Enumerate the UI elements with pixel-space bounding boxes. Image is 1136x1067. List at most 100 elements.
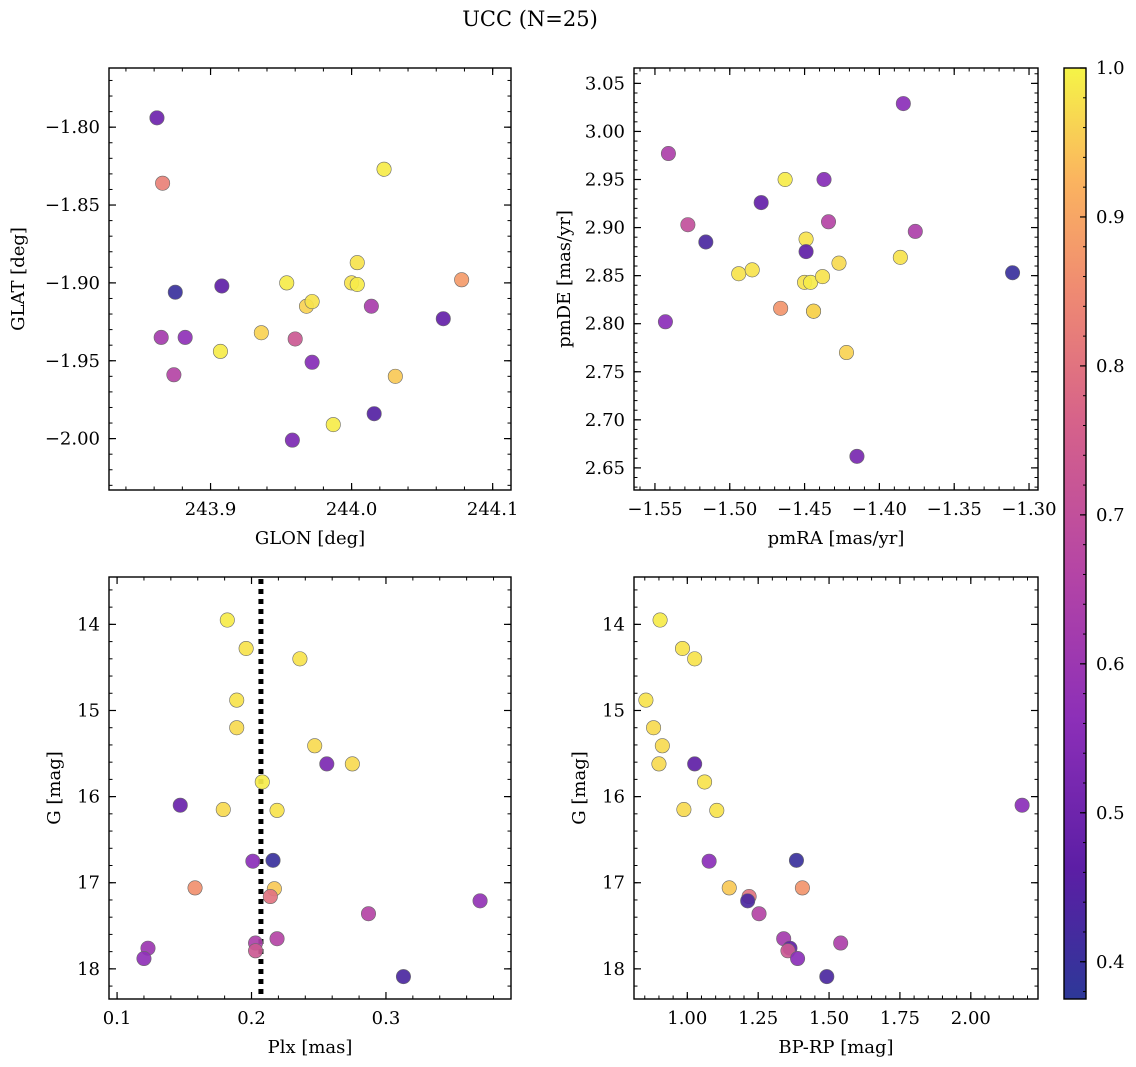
x-tick-label: 1.00 bbox=[667, 1008, 707, 1029]
x-tick-label: 1.75 bbox=[880, 1008, 920, 1029]
x-tick-label: 244.1 bbox=[467, 499, 519, 520]
y-tick-label: 2.95 bbox=[585, 170, 625, 191]
scatter-point bbox=[472, 893, 488, 909]
scatter-point bbox=[245, 853, 261, 869]
axes-frame bbox=[633, 576, 1039, 1000]
panel-pmra-pmde: −1.55 −1.50 −1.45 −1.40 −1.35 −1.30 2.65 2.70 2.… bbox=[554, 67, 1057, 549]
y-tick-label: 15 bbox=[602, 700, 625, 721]
scatter-points bbox=[657, 96, 1021, 464]
scatter-point bbox=[325, 417, 341, 433]
scatter-point bbox=[265, 852, 281, 868]
scatter-point bbox=[319, 756, 335, 772]
colorbar: 0.4 0.5 0.6 0.7 0.8 0.9 1.0 bbox=[1063, 58, 1125, 1000]
y-tick-label: 2.65 bbox=[585, 458, 625, 479]
scatter-point bbox=[307, 738, 323, 754]
scatter-point bbox=[229, 692, 245, 708]
scatter-point bbox=[153, 329, 169, 345]
scatter-point bbox=[435, 311, 451, 327]
scatter-point bbox=[387, 368, 403, 384]
scatter-point bbox=[701, 853, 717, 869]
scatter-point bbox=[172, 797, 188, 813]
y-tick-label: 3.05 bbox=[585, 73, 625, 94]
scatter-point bbox=[646, 720, 662, 736]
x-tick-label: −1.45 bbox=[777, 499, 832, 520]
x-tick-label: −1.35 bbox=[927, 499, 982, 520]
x-tick-label: 1.50 bbox=[809, 1008, 849, 1029]
scatter-point bbox=[292, 651, 308, 667]
scatter-point bbox=[376, 161, 392, 177]
axes-frame bbox=[108, 67, 512, 491]
colorbar-tick-label: 1.0 bbox=[1096, 58, 1125, 79]
scatter-point bbox=[657, 314, 673, 330]
scatter-point bbox=[676, 802, 692, 818]
scatter-point bbox=[744, 262, 760, 278]
scatter-points bbox=[136, 612, 488, 985]
scatter-point bbox=[1005, 265, 1021, 281]
scatter-point bbox=[815, 269, 831, 285]
scatter-point bbox=[652, 612, 668, 628]
colorbar-tick-label: 0.4 bbox=[1096, 952, 1125, 973]
y-tick-label: 2.80 bbox=[585, 314, 625, 335]
scatter-point bbox=[697, 774, 713, 790]
scatter-point bbox=[895, 96, 911, 112]
scatter-point bbox=[214, 278, 230, 294]
x-tick-label: 2.00 bbox=[951, 1008, 991, 1029]
scatter-point bbox=[1014, 797, 1030, 813]
scatter-point bbox=[269, 802, 285, 818]
scatter-point bbox=[751, 906, 767, 922]
y-tick-label: 2.85 bbox=[585, 266, 625, 287]
panel-plx-g: 0.1 0.2 0.3 14 15 16 17 18 Plx [mas] G [mag] bbox=[44, 576, 512, 1058]
scatter-point bbox=[349, 255, 365, 271]
scatter-point bbox=[136, 951, 152, 967]
y-tick-label: 2.70 bbox=[585, 410, 625, 431]
y-axis-label: G [mag] bbox=[44, 751, 65, 824]
x-axis-label: BP-RP [mag] bbox=[778, 1037, 893, 1058]
scatter-point bbox=[773, 300, 789, 316]
scatter-point bbox=[798, 244, 814, 260]
y-tick-label: 16 bbox=[77, 787, 100, 808]
panel-glon-glat: 243.9 244.0 244.1 −2.00 −1.95 −1.90 −1.85 −1.80… bbox=[8, 67, 519, 549]
scatter-point bbox=[254, 774, 270, 790]
x-tick-label: −1.40 bbox=[852, 499, 907, 520]
x-tick-label: 243.9 bbox=[185, 499, 237, 520]
scatter-point bbox=[660, 146, 676, 162]
scatter-point bbox=[831, 255, 847, 271]
scatter-point bbox=[777, 172, 793, 188]
scatter-point bbox=[229, 720, 245, 736]
x-tick-label: 0.2 bbox=[237, 1008, 266, 1029]
scatter-point bbox=[454, 272, 470, 288]
scatter-point bbox=[753, 195, 769, 211]
y-tick-label: 14 bbox=[77, 614, 100, 635]
y-tick-label: 17 bbox=[77, 873, 100, 894]
scatter-point bbox=[833, 935, 849, 951]
colorbar-frame bbox=[1063, 67, 1087, 1000]
colorbar-tick-label: 0.9 bbox=[1096, 207, 1125, 228]
x-axis-label: Plx [mas] bbox=[268, 1037, 353, 1058]
scatter-point bbox=[821, 214, 837, 230]
colorbar-gradient bbox=[1064, 68, 1086, 999]
scatter-point bbox=[687, 756, 703, 772]
y-tick-label: 14 bbox=[602, 614, 625, 635]
scatter-point bbox=[395, 969, 411, 985]
scatter-point bbox=[155, 175, 171, 191]
scatter-point bbox=[806, 303, 822, 319]
y-tick-label: 2.75 bbox=[585, 362, 625, 383]
scatter-point bbox=[790, 951, 806, 967]
axes-frame bbox=[108, 576, 512, 1000]
scatter-point bbox=[177, 329, 193, 345]
y-axis-label: GLAT [deg] bbox=[8, 227, 29, 331]
scatter-point bbox=[849, 448, 865, 464]
scatter-point bbox=[287, 331, 303, 347]
y-tick-label: −1.95 bbox=[45, 351, 100, 372]
x-axis-label: GLON [deg] bbox=[255, 528, 365, 549]
y-axis-label: G [mag] bbox=[569, 751, 590, 824]
y-tick-label: −1.80 bbox=[45, 117, 100, 138]
scatter-point bbox=[304, 354, 320, 370]
scatter-point bbox=[654, 738, 670, 754]
panel-bprp-g: 1.00 1.25 1.50 1.75 2.00 14 15 16 17 18 BP-RP [mag… bbox=[569, 576, 1039, 1058]
scatter-point bbox=[794, 880, 810, 896]
scatter-point bbox=[698, 234, 714, 250]
scatter-point bbox=[674, 640, 690, 656]
scatter-point bbox=[788, 852, 804, 868]
scatter-points bbox=[149, 110, 470, 448]
